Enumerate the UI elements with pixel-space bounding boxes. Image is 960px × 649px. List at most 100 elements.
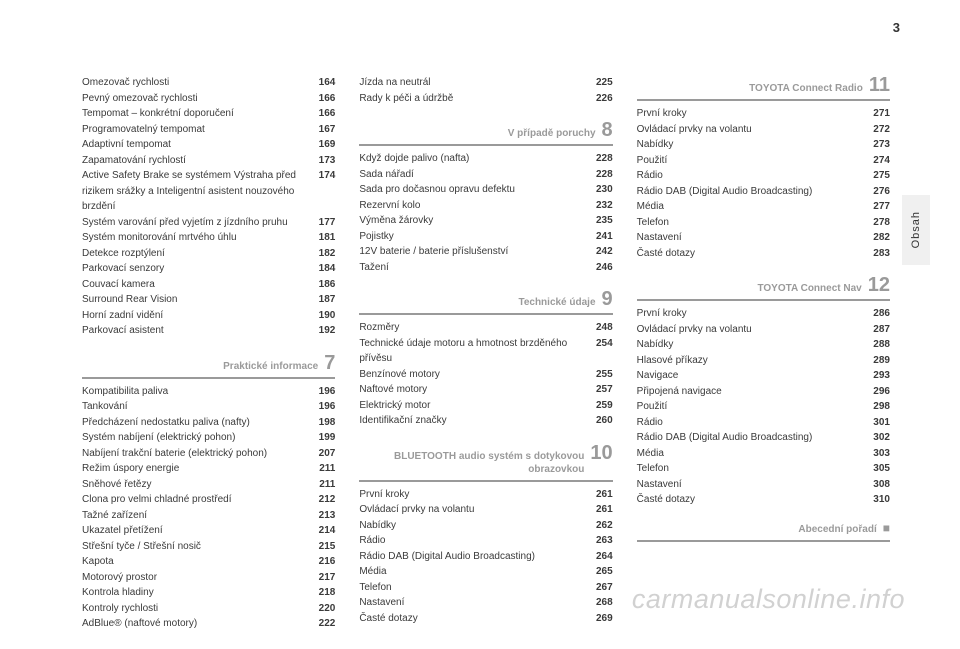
section-number: 10	[590, 443, 612, 463]
toc-entry-page: 222	[307, 616, 335, 632]
toc-entry-page: 262	[585, 518, 613, 534]
toc-entry-label: Nastavení	[637, 477, 862, 493]
toc-entry-label: Tankování	[82, 399, 307, 415]
toc-entry: Rezervní kolo232	[359, 198, 612, 214]
toc-entry-page: 214	[307, 523, 335, 539]
toc-entry-page: 276	[862, 184, 890, 200]
toc-entry-page: 257	[585, 382, 613, 398]
toc-entry-label: Rádio DAB (Digital Audio Broadcasting)	[637, 430, 862, 446]
toc-entry: Použití298	[637, 399, 890, 415]
toc-entry-page: 263	[585, 533, 613, 549]
toc-entry-label: Clona pro velmi chladné prostředí	[82, 492, 307, 508]
toc-entry-label: Rádio DAB (Digital Audio Broadcasting)	[637, 184, 862, 200]
toc-entry-label: Média	[359, 564, 584, 580]
toc-entry: Tažení246	[359, 260, 612, 276]
toc-entry-label: Ukazatel přetížení	[82, 523, 307, 539]
toc-entry-page: 273	[862, 137, 890, 153]
toc-entry-page: 216	[307, 554, 335, 570]
toc-entry-label: Ovládací prvky na volantu	[637, 122, 862, 138]
toc-entry-label: Nastavení	[359, 595, 584, 611]
toc-entry-label: Systém varování před vyjetím z jízdního …	[82, 215, 307, 231]
section-rule	[359, 480, 612, 482]
toc-entry-page: 261	[585, 502, 613, 518]
side-tab: Obsah	[902, 195, 930, 265]
section-header: TOYOTA Connect Radio11	[637, 75, 890, 95]
toc-entry-label: Navigace	[637, 368, 862, 384]
toc-entry-page: 264	[585, 549, 613, 565]
toc-entry: Režim úspory energie211	[82, 461, 335, 477]
toc-entry-page: 303	[862, 446, 890, 462]
toc-entry: Identifikační značky260	[359, 413, 612, 429]
toc-entry-label: Tempomat – konkrétní doporučení	[82, 106, 307, 122]
toc-entry: Motorový prostor217	[82, 570, 335, 586]
toc-entry: Rádio DAB (Digital Audio Broadcasting)26…	[359, 549, 612, 565]
toc-entry: AdBlue® (naftové motory)222	[82, 616, 335, 632]
page-number: 3	[893, 20, 900, 35]
toc-entry-label: Tažení	[359, 260, 584, 276]
toc-entry: Ovládací prvky na volantu272	[637, 122, 890, 138]
watermark: carmanualsonline.info	[632, 584, 905, 615]
toc-entry-label: Časté dotazy	[637, 492, 862, 508]
toc-entry-page: 199	[307, 430, 335, 446]
section-title: TOYOTA Connect Nav	[757, 282, 861, 295]
toc-entry: Parkovací senzory184	[82, 261, 335, 277]
toc-entry-page: 242	[585, 244, 613, 260]
toc-entry-page: 225	[585, 75, 613, 91]
toc-entry: Časté dotazy310	[637, 492, 890, 508]
toc-entry-label: Připojená navigace	[637, 384, 862, 400]
toc-entry: Nabídky288	[637, 337, 890, 353]
toc-entry-label: Tažné zařízení	[82, 508, 307, 524]
toc-entry-page: 287	[862, 322, 890, 338]
toc-entry-page: 212	[307, 492, 335, 508]
toc-entry-label: Identifikační značky	[359, 413, 584, 429]
toc-entry-label: Výměna žárovky	[359, 213, 584, 229]
toc-entry: Systém nabíjení (elektrický pohon)199	[82, 430, 335, 446]
toc-entry-page: 228	[585, 167, 613, 183]
toc-entry-page: 296	[862, 384, 890, 400]
section-number: 8	[602, 120, 613, 140]
toc-entry-label: Benzínové motory	[359, 367, 584, 383]
toc-entry-label: Kompatibilita paliva	[82, 384, 307, 400]
toc-entry-page: 218	[307, 585, 335, 601]
toc-entry-page: 192	[307, 323, 335, 339]
section-header: BLUETOOTH audio systém s dotykovou obraz…	[359, 443, 612, 476]
toc-col-3: TOYOTA Connect Radio11První kroky271Ovlá…	[637, 75, 890, 609]
toc-entry-label: Naftové motory	[359, 382, 584, 398]
toc-entry: Sada nářadí228	[359, 167, 612, 183]
toc-entry-label: Rádio DAB (Digital Audio Broadcasting)	[359, 549, 584, 565]
toc-entry: Benzínové motory255	[359, 367, 612, 383]
toc-entry: Pojistky241	[359, 229, 612, 245]
toc-entry-page: 217	[307, 570, 335, 586]
toc-entry-label: Systém monitorování mrtvého úhlu	[82, 230, 307, 246]
toc-entry-page: 230	[585, 182, 613, 198]
toc-entry: První kroky271	[637, 106, 890, 122]
section-header: V případě poruchy8	[359, 120, 612, 140]
toc-col-1: Omezovač rychlosti164Pevný omezovač rych…	[82, 75, 335, 609]
toc-entry-label: Telefon	[359, 580, 584, 596]
toc-entry: Střešní tyče / Střešní nosič215	[82, 539, 335, 555]
toc-entry-page: 220	[307, 601, 335, 617]
toc-entry-label: Sněhové řetězy	[82, 477, 307, 493]
toc-entry: Hlasové příkazy289	[637, 353, 890, 369]
section-rule	[82, 377, 335, 379]
toc-entry-page: 173	[307, 153, 335, 169]
toc-entry: Ovládací prvky na volantu287	[637, 322, 890, 338]
toc-entry: Tankování196	[82, 399, 335, 415]
toc-entry-page: 267	[585, 580, 613, 596]
toc-entry: Kompatibilita paliva196	[82, 384, 335, 400]
toc-entry-page: 278	[862, 215, 890, 231]
toc-entry-page: 283	[862, 246, 890, 262]
toc-entry-label: Časté dotazy	[359, 611, 584, 627]
toc-entry-label: Pojistky	[359, 229, 584, 245]
toc-entry-label: Rádio	[637, 168, 862, 184]
section-header: Technické údaje9	[359, 289, 612, 309]
toc-entry-label: Režim úspory energie	[82, 461, 307, 477]
toc-entry-label: Technické údaje motoru a hmotnost brzděn…	[359, 336, 584, 367]
toc-entry-page: 181	[307, 230, 335, 246]
toc-entry-label: Zapamatování rychlostí	[82, 153, 307, 169]
toc-entry: Telefon305	[637, 461, 890, 477]
toc-entry-label: Elektrický motor	[359, 398, 584, 414]
toc-entry: Když dojde palivo (nafta)228	[359, 151, 612, 167]
toc-entry-page: 215	[307, 539, 335, 555]
toc-entry-label: Pevný omezovač rychlosti	[82, 91, 307, 107]
